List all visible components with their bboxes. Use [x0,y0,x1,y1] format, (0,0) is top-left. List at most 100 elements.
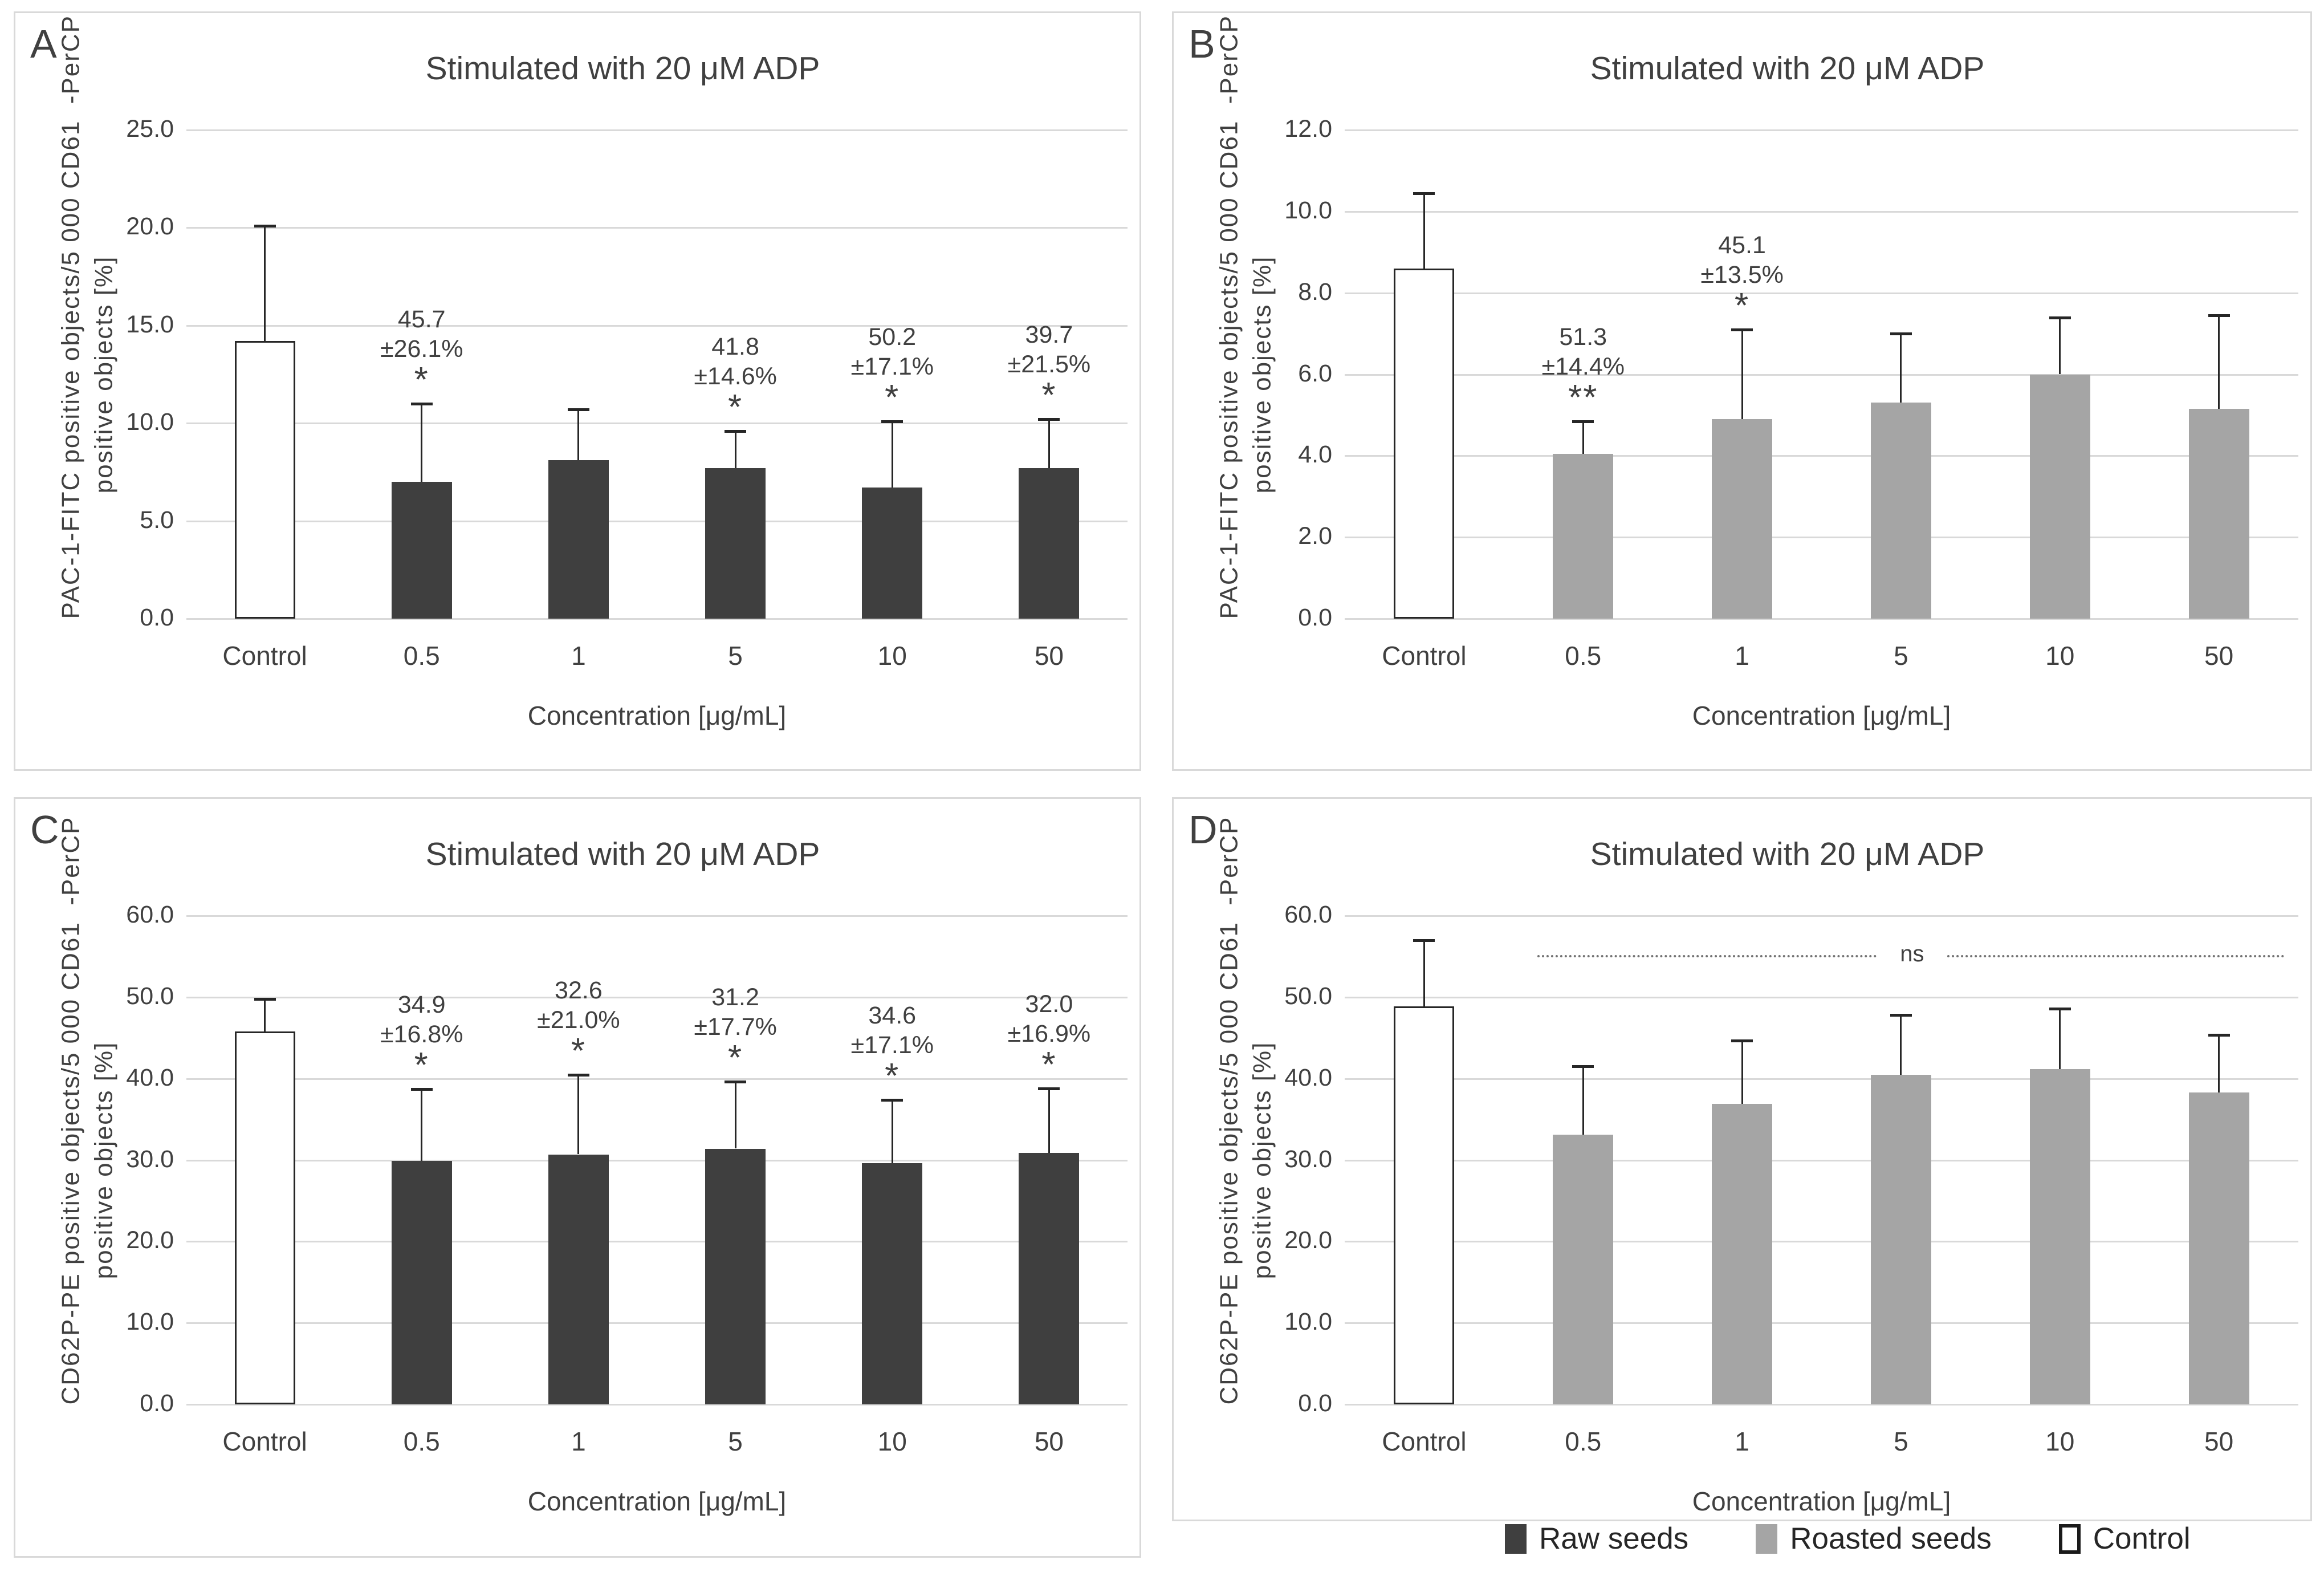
chart-legend: Raw seeds Roasted seeds Control [1505,1521,2191,1556]
error-bar-cap [2208,314,2230,317]
x-tick-label: Control [1382,641,1467,671]
annotation-sd: ±14.6% [694,362,777,390]
y-axis-label: PAC-1-FITC positive objects/5 000 CD61 -… [54,14,123,619]
gridline [186,1322,1128,1325]
gridline [1345,1078,2298,1080]
y-axis-label-line2: positive objects [%] [89,255,117,493]
panel-label: D [1189,807,1218,852]
chart-title: Stimulated with 20 μM ADP [1590,50,1985,87]
y-tick-label: 2.0 [1298,522,1332,550]
y-tick-label: 40.0 [126,1063,174,1091]
y-tick-label: 12.0 [1284,115,1332,143]
x-tick-label: 5 [1894,641,1908,671]
annotation-sd: ±13.5% [1700,261,1784,289]
error-bar [1582,421,1584,454]
significance-annotation: 50.2 ±17.1% * [801,322,983,417]
y-axis-label-line2: positive objects [%] [1248,255,1276,493]
bar-C-5 [705,1148,766,1404]
x-tick-label: 0.5 [1565,1427,1602,1456]
x-tick-label: Control [1382,1427,1467,1456]
bar-D-50 [2188,1092,2249,1404]
error-bar [1582,1066,1584,1135]
error-bar [264,225,266,342]
y-axis-label-line1: PAC-1-FITC positive objects/5 000 CD61 -… [56,14,84,619]
x-tick-label: Control [222,1427,307,1456]
significance-annotation: 51.3 ±14.4% ** [1492,322,1674,416]
bar-C-1 [548,1154,609,1404]
error-bar-cap [2208,1033,2230,1037]
significance-annotation: 41.8 ±14.6% * [644,332,827,427]
y-tick-label: 5.0 [140,506,174,534]
error-bar-cap [254,224,276,228]
gridline [186,1404,1128,1406]
y-axis-label-line2: positive objects [%] [89,1041,117,1279]
y-axis-label-line2: positive objects [%] [1248,1041,1276,1279]
annotation-stars: * [728,387,743,427]
error-bar [1423,940,1425,1006]
bar-B-50 [2188,409,2249,619]
annotation-sd: ±17.1% [850,352,934,380]
bar-B-5 [1870,403,1931,619]
bar-A-1 [548,460,609,619]
error-bar [421,1089,423,1161]
annotation-sd: ±17.1% [850,1031,934,1059]
error-bar-cap [410,402,433,405]
annotation-value: 51.3 [1559,323,1607,351]
bar-C-Control [234,1031,295,1404]
significance-annotation: 32.6 ±21.0% * [487,976,670,1069]
panel-d: D Stimulated with 20 μM ADP 0.0 10.0 20.0 30.… [1172,797,2312,1521]
bar-A-10 [862,488,923,619]
bar-D-10 [2029,1069,2090,1404]
y-axis-label-line1: PAC-1-FITC positive objects/5 000 CD61 -… [1215,14,1243,619]
gridline [186,423,1128,425]
error-bar-cap [254,997,276,1001]
error-bar [1741,329,1743,420]
y-axis-label: CD62P-PE positive objects/5 000 CD61 -Pe… [54,816,123,1404]
x-tick-label: 50 [2204,1427,2234,1456]
annotation-stars: * [1735,286,1750,326]
annotation-sd: ±21.5% [1007,351,1091,379]
bar-D-1 [1712,1103,1773,1404]
gridline [1345,373,2298,376]
gridline [186,915,1128,917]
y-tick-label: 60.0 [1284,901,1332,928]
y-tick-label: 30.0 [126,1145,174,1173]
bar-A-0.5 [391,482,452,619]
x-tick-label: 10 [877,641,907,671]
ns-label: ns [1900,941,1924,966]
x-tick-label: 10 [877,1427,907,1456]
gridline [1345,1322,2298,1325]
bar-A-50 [1019,468,1080,619]
y-tick-label: 20.0 [1284,1226,1332,1254]
annotation-value: 32.0 [1025,990,1073,1018]
error-bar-cap [1413,939,1435,942]
legend-label: Control [2093,1522,2191,1555]
raw-seeds-swatch-icon [1505,1524,1527,1554]
annotation-sd: ±17.7% [694,1013,777,1041]
error-bar-cap [410,1088,433,1091]
error-bar-cap [881,420,903,423]
y-tick-label: 60.0 [126,901,174,928]
y-tick-label: 10.0 [1284,1308,1332,1336]
gridline [186,1078,1128,1080]
annotation-stars: * [885,377,900,417]
annotation-stars: * [1041,376,1057,416]
annotation-value: 32.6 [555,976,603,1004]
panel-label: C [30,807,59,852]
legend-item-raw-seeds: Raw seeds [1505,1521,1688,1556]
error-bar [734,1082,736,1149]
error-bar-cap [567,1073,589,1077]
error-bar [2218,1034,2220,1092]
x-tick-label: 5 [728,641,743,671]
x-tick-label: 0.5 [403,641,440,671]
error-bar [1048,1088,1050,1153]
x-tick-label: 1 [1735,641,1749,671]
y-tick-label: 25.0 [126,115,174,143]
bar-A-Control [234,341,295,619]
legend-label: Raw seeds [1539,1522,1689,1555]
error-bar-cap [1572,420,1594,423]
bar-D-0.5 [1553,1135,1614,1404]
y-tick-label: 0.0 [140,604,174,631]
annotation-sd: ±16.8% [380,1021,463,1049]
bar-B-10 [2029,374,2090,619]
